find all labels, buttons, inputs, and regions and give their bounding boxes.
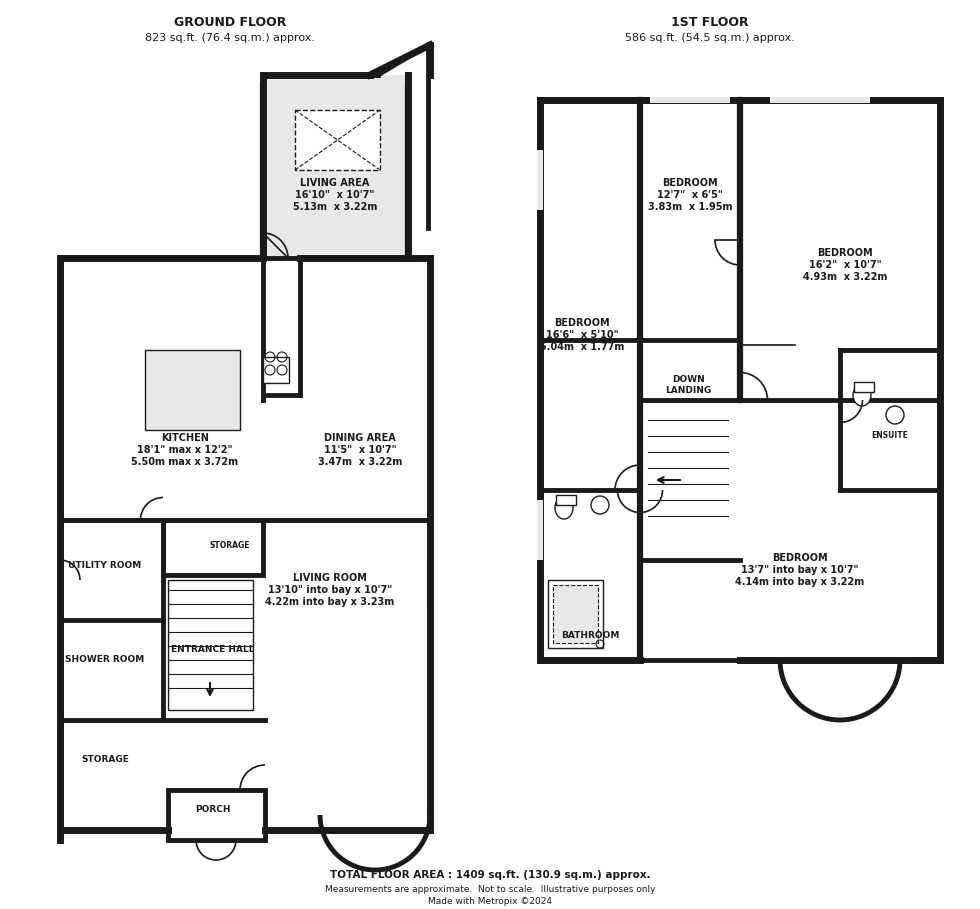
Bar xyxy=(67,268,97,498)
Bar xyxy=(67,268,257,296)
Text: GROUND FLOOR: GROUND FLOOR xyxy=(173,15,286,28)
Bar xyxy=(553,585,598,643)
Bar xyxy=(556,495,576,505)
Bar xyxy=(263,75,408,258)
Text: UTILITY ROOM: UTILITY ROOM xyxy=(69,561,142,570)
Bar xyxy=(60,520,430,830)
Text: STORAGE: STORAGE xyxy=(81,755,129,764)
Text: DOWN
LANDING: DOWN LANDING xyxy=(664,375,711,395)
Text: LIVING AREA
16'10"  x 10'7"
5.13m  x 3.22m: LIVING AREA 16'10" x 10'7" 5.13m x 3.22m xyxy=(293,178,377,212)
Text: ENTRANCE HALL: ENTRANCE HALL xyxy=(172,645,255,654)
Bar xyxy=(145,350,240,430)
Bar xyxy=(60,258,430,520)
Text: BATHROOM: BATHROOM xyxy=(561,631,619,640)
Bar xyxy=(58,760,64,795)
Bar xyxy=(854,382,874,392)
Ellipse shape xyxy=(555,497,573,519)
Bar xyxy=(650,97,730,103)
Bar xyxy=(770,97,870,103)
Ellipse shape xyxy=(853,384,871,406)
Text: BEDROOM
13'7" into bay x 10'7"
4.14m into bay x 3.22m: BEDROOM 13'7" into bay x 10'7" 4.14m int… xyxy=(735,554,864,586)
Text: 1ST FLOOR: 1ST FLOOR xyxy=(671,15,749,28)
Bar xyxy=(168,790,265,840)
Bar xyxy=(537,500,543,560)
Text: TOTAL FLOOR AREA : 1409 sq.ft. (130.9 sq.m.) approx.: TOTAL FLOOR AREA : 1409 sq.ft. (130.9 sq… xyxy=(329,870,651,880)
Bar xyxy=(295,110,380,170)
Bar xyxy=(540,100,940,660)
Text: BEDROOM
16'6"  x 5'10"
5.04m  x 1.77m: BEDROOM 16'6" x 5'10" 5.04m x 1.77m xyxy=(540,318,624,352)
Text: BEDROOM
12'7"  x 6'5"
3.83m  x 1.95m: BEDROOM 12'7" x 6'5" 3.83m x 1.95m xyxy=(648,178,732,212)
Bar xyxy=(58,680,64,715)
Text: LIVING ROOM
13'10" into bay x 10'7"
4.22m into bay x 3.23m: LIVING ROOM 13'10" into bay x 10'7" 4.22… xyxy=(266,574,395,606)
Text: Made with Metropix ©2024: Made with Metropix ©2024 xyxy=(428,897,552,906)
Bar xyxy=(58,300,64,335)
Text: 586 sq.ft. (54.5 sq.m.) approx.: 586 sq.ft. (54.5 sq.m.) approx. xyxy=(625,33,795,43)
Text: ENSUITE: ENSUITE xyxy=(871,431,908,439)
Text: DINING AREA
11'5"  x 10'7"
3.47m  x 3.22m: DINING AREA 11'5" x 10'7" 3.47m x 3.22m xyxy=(318,434,402,466)
Text: 823 sq.ft. (76.4 sq.m.) approx.: 823 sq.ft. (76.4 sq.m.) approx. xyxy=(145,33,315,43)
Text: STORAGE: STORAGE xyxy=(210,541,250,550)
Bar xyxy=(168,580,253,710)
Text: SHOWER ROOM: SHOWER ROOM xyxy=(66,655,145,664)
Text: Measurements are approximate.  Not to scale.  Illustrative purposes only: Measurements are approximate. Not to sca… xyxy=(324,885,656,894)
Bar xyxy=(263,357,289,383)
Text: KITCHEN
18'1" max x 12'2"
5.50m max x 3.72m: KITCHEN 18'1" max x 12'2" 5.50m max x 3.… xyxy=(131,434,238,466)
Bar xyxy=(548,580,603,648)
Bar xyxy=(427,560,433,610)
Bar xyxy=(537,150,543,210)
Bar xyxy=(650,97,730,103)
Text: PORCH: PORCH xyxy=(195,805,230,814)
Text: BEDROOM
16'2"  x 10'7"
4.93m  x 3.22m: BEDROOM 16'2" x 10'7" 4.93m x 3.22m xyxy=(803,248,887,282)
Bar xyxy=(163,520,263,575)
